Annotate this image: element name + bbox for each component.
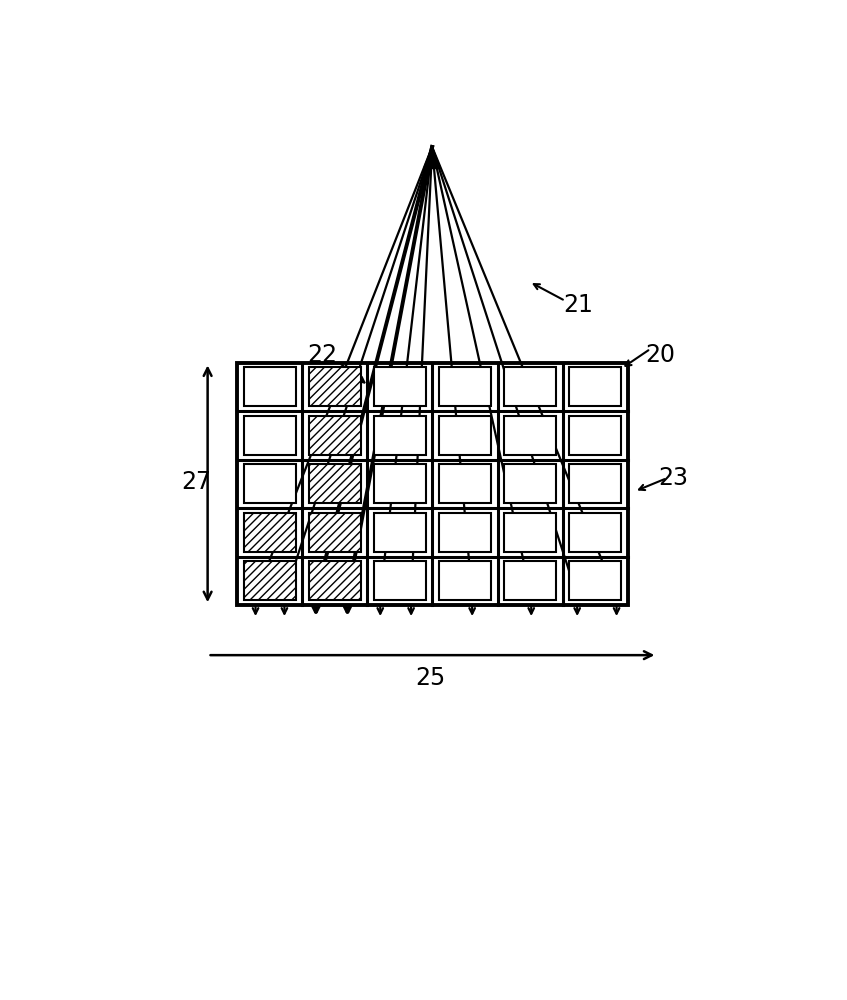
Text: 25: 25 — [416, 666, 446, 690]
Text: 27: 27 — [181, 470, 212, 494]
Bar — [439, 561, 491, 600]
Bar — [374, 513, 426, 552]
Bar — [244, 464, 296, 503]
Bar — [504, 561, 556, 600]
Text: 20: 20 — [645, 343, 676, 367]
Bar — [244, 416, 296, 455]
Bar — [569, 513, 621, 552]
Bar — [569, 561, 621, 600]
Bar — [439, 464, 491, 503]
Bar — [309, 367, 361, 406]
Text: 22: 22 — [307, 343, 337, 367]
Bar — [244, 367, 296, 406]
Bar — [439, 367, 491, 406]
Bar — [569, 464, 621, 503]
Polygon shape — [424, 147, 440, 169]
Bar — [237, 363, 628, 605]
Bar — [569, 367, 621, 406]
Bar — [309, 464, 361, 503]
Bar — [244, 561, 296, 600]
Bar — [374, 561, 426, 600]
Bar — [504, 464, 556, 503]
Bar — [309, 416, 361, 455]
Bar — [569, 416, 621, 455]
Bar — [439, 416, 491, 455]
Bar — [504, 513, 556, 552]
Bar — [504, 367, 556, 406]
Bar — [244, 513, 296, 552]
Bar — [504, 416, 556, 455]
Bar — [374, 367, 426, 406]
Bar — [374, 464, 426, 503]
Bar — [374, 416, 426, 455]
Bar — [309, 561, 361, 600]
Bar — [439, 513, 491, 552]
Text: 23: 23 — [659, 466, 689, 490]
Text: 21: 21 — [563, 293, 594, 317]
Bar — [309, 513, 361, 552]
